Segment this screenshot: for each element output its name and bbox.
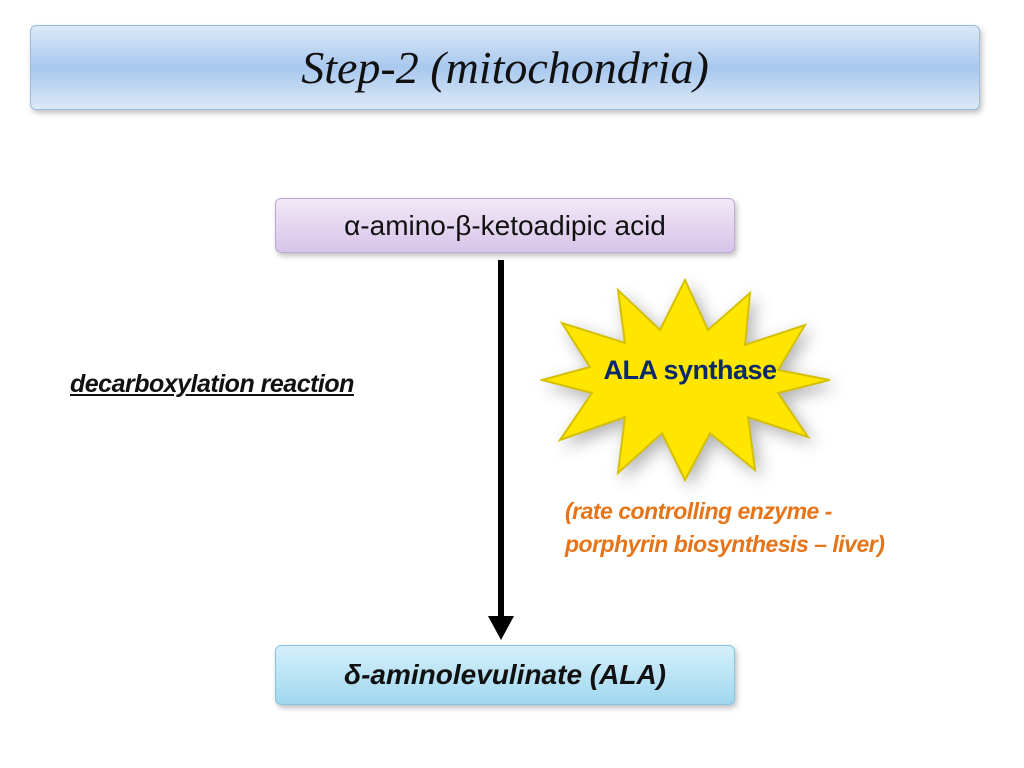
reaction-arrow: [498, 260, 504, 620]
enzyme-note: (rate controlling enzyme - porphyrin bio…: [565, 495, 935, 562]
enzyme-name: ALA synthase: [585, 355, 795, 386]
substrate-label: α-amino-β-ketoadipic acid: [344, 210, 666, 242]
title-bar: Step-2 (mitochondria): [30, 25, 980, 110]
product-label: δ-aminolevulinate (ALA): [344, 659, 666, 691]
page-title: Step-2 (mitochondria): [301, 41, 709, 94]
product-box: δ-aminolevulinate (ALA): [275, 645, 735, 705]
reaction-type-label: decarboxylation reaction: [70, 370, 354, 399]
substrate-box: α-amino-β-ketoadipic acid: [275, 198, 735, 253]
